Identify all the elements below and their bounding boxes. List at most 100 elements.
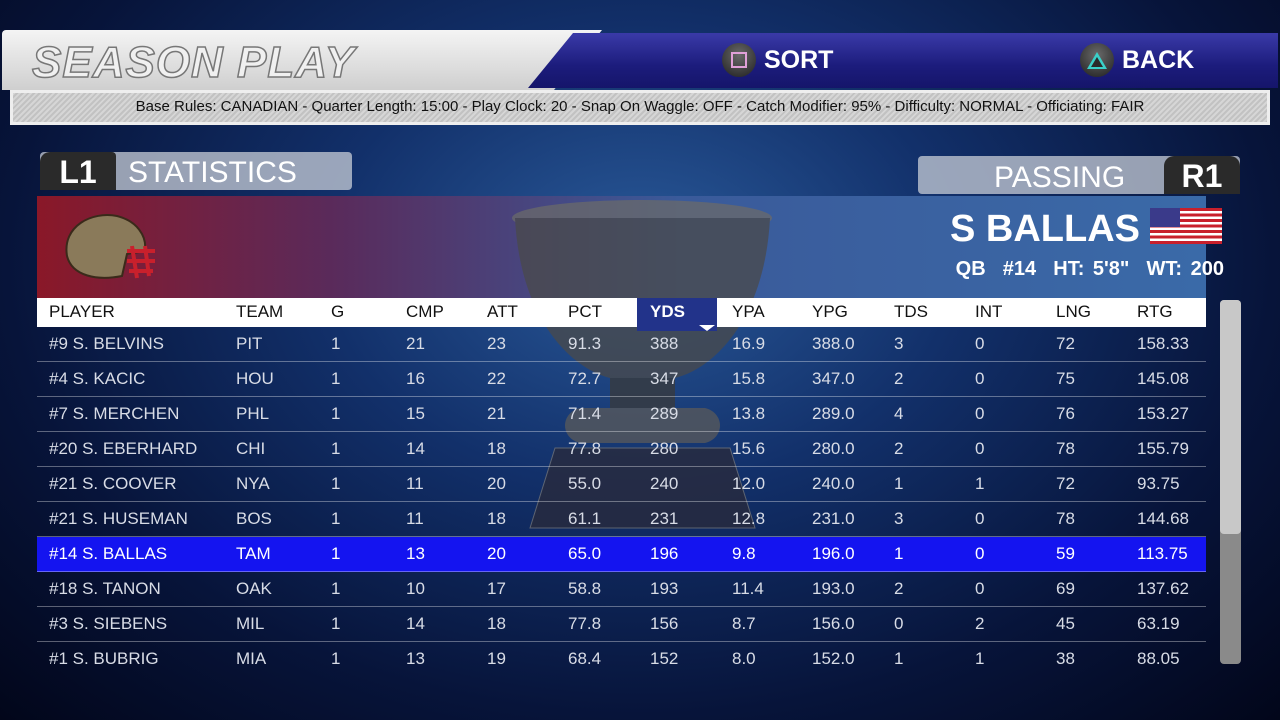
cell-ypa: 8.0 bbox=[732, 649, 756, 664]
table-row[interactable]: #21 S. HUSEMAN BOS 1 11 18 61.1 231 12.8 231.0 3 0… bbox=[37, 502, 1206, 537]
l1-key: L1 bbox=[40, 152, 116, 190]
page-title: SEASON PLAY bbox=[31, 37, 356, 88]
cell-g: 1 bbox=[331, 369, 341, 388]
cell-tds: 3 bbox=[894, 334, 904, 353]
cell-pct: 61.1 bbox=[568, 509, 602, 528]
cell-player: #9 S. BELVINS bbox=[49, 334, 164, 353]
player-info: QB #14 HT: 5'8" WT: 200 bbox=[955, 258, 1224, 280]
column-header-yds[interactable]: YDS bbox=[650, 302, 685, 321]
cell-g: 1 bbox=[331, 649, 341, 664]
table-row[interactable]: #14 S. BALLAS TAM 1 13 20 65.0 196 9.8 196.0 1 0 59… bbox=[37, 537, 1206, 572]
cell-cmp: 16 bbox=[406, 369, 425, 388]
cell-ypa: 12.0 bbox=[732, 474, 766, 493]
cell-int: 0 bbox=[975, 404, 985, 423]
cell-team: HOU bbox=[236, 369, 274, 388]
cell-ypa: 12.8 bbox=[732, 509, 766, 528]
table-row[interactable]: #18 S. TANON OAK 1 10 17 58.8 193 11.4 193.0 2 0 69… bbox=[37, 572, 1206, 607]
column-header-player[interactable]: PLAYER bbox=[49, 302, 115, 321]
cell-rtg: 93.75 bbox=[1137, 474, 1180, 493]
cell-tds: 4 bbox=[894, 404, 904, 423]
cell-lng: 72 bbox=[1056, 474, 1075, 493]
tab-passing-label: PASSING bbox=[994, 161, 1126, 194]
cell-rtg: 137.62 bbox=[1137, 579, 1189, 598]
cell-lng: 78 bbox=[1056, 509, 1075, 528]
cell-ypa: 9.8 bbox=[732, 544, 756, 563]
cell-team: CHI bbox=[236, 439, 266, 458]
cell-tds: 3 bbox=[894, 509, 904, 528]
column-header-pct[interactable]: PCT bbox=[568, 302, 602, 321]
cell-cmp: 14 bbox=[406, 614, 425, 633]
column-header-cmp[interactable]: CMP bbox=[406, 302, 444, 321]
column-header-ypg[interactable]: YPG bbox=[812, 302, 848, 321]
table-row[interactable]: #20 S. EBERHARD CHI 1 14 18 77.8 280 15.6 280.0 2… bbox=[37, 432, 1206, 467]
cell-cmp: 13 bbox=[406, 649, 425, 664]
table-row[interactable]: #9 S. BELVINS PIT 1 21 23 91.3 388 16.9 388.0 3 0 7… bbox=[37, 327, 1206, 362]
cell-yds: 388 bbox=[650, 334, 679, 353]
cell-att: 18 bbox=[487, 509, 506, 528]
column-header-tds[interactable]: TDS bbox=[894, 302, 928, 321]
cell-ypg: 196.0 bbox=[812, 544, 855, 563]
cell-cmp: 13 bbox=[406, 544, 425, 563]
cell-yds: 231 bbox=[650, 509, 679, 528]
cell-team: MIA bbox=[236, 649, 267, 664]
scrollbar-thumb[interactable] bbox=[1220, 300, 1241, 534]
stats-table: #9 S. BELVINS PIT 1 21 23 91.3 388 16.9 388.0 3 0 7… bbox=[37, 327, 1206, 664]
cell-yds: 156 bbox=[650, 614, 679, 633]
cell-player: #4 S. KACIC bbox=[49, 369, 146, 388]
cell-lng: 76 bbox=[1056, 404, 1075, 423]
cell-tds: 0 bbox=[894, 614, 904, 633]
sort-button[interactable]: SORT bbox=[722, 43, 833, 77]
cell-team: OAK bbox=[236, 579, 272, 598]
scrollbar[interactable] bbox=[1220, 300, 1241, 664]
cell-ypa: 15.6 bbox=[732, 439, 766, 458]
cell-yds: 196 bbox=[650, 544, 679, 563]
cell-rtg: 155.79 bbox=[1137, 439, 1189, 458]
cell-lng: 59 bbox=[1056, 544, 1075, 563]
cell-pct: 77.8 bbox=[568, 439, 602, 458]
table-row[interactable]: #21 S. COOVER NYA 1 11 20 55.0 240 12.0 240.0 1 1 7… bbox=[37, 467, 1206, 502]
column-header-int[interactable]: INT bbox=[975, 302, 1003, 321]
column-header-team[interactable]: TEAM bbox=[236, 302, 284, 321]
cell-att: 20 bbox=[487, 474, 506, 493]
cell-ypg: 240.0 bbox=[812, 474, 855, 493]
tab-statistics[interactable]: L1 STATISTICS bbox=[40, 152, 352, 190]
cell-g: 1 bbox=[331, 544, 341, 563]
cell-cmp: 21 bbox=[406, 334, 425, 353]
cell-yds: 347 bbox=[650, 369, 679, 388]
cell-ypa: 15.8 bbox=[732, 369, 766, 388]
column-header-att[interactable]: ATT bbox=[487, 302, 518, 321]
sorted-column-indicator bbox=[637, 298, 717, 331]
cell-pct: 55.0 bbox=[568, 474, 602, 493]
cell-cmp: 11 bbox=[406, 509, 424, 528]
cell-lng: 78 bbox=[1056, 439, 1075, 458]
cell-lng: 72 bbox=[1056, 334, 1075, 353]
table-row[interactable]: #3 S. SIEBENS MIL 1 14 18 77.8 156 8.7 156.0 0 2 45… bbox=[37, 607, 1206, 642]
cell-team: PHL bbox=[236, 404, 270, 423]
column-header-lng[interactable]: LNG bbox=[1056, 302, 1091, 321]
cell-att: 17 bbox=[487, 579, 506, 598]
tab-passing[interactable]: PASSING R1 bbox=[918, 156, 1240, 194]
cell-att: 22 bbox=[487, 369, 506, 388]
triangle-button-icon bbox=[1080, 43, 1114, 77]
cell-lng: 38 bbox=[1056, 649, 1075, 664]
column-header-ypa[interactable]: YPA bbox=[732, 302, 765, 321]
cell-pct: 71.4 bbox=[568, 404, 602, 423]
table-row[interactable]: #4 S. KACIC HOU 1 16 22 72.7 347 15.8 347.0 2 0 75 1… bbox=[37, 362, 1206, 397]
column-header-g[interactable]: G bbox=[331, 302, 345, 321]
cell-g: 1 bbox=[331, 614, 341, 633]
cell-lng: 69 bbox=[1056, 579, 1075, 598]
cell-cmp: 15 bbox=[406, 404, 425, 423]
cell-pct: 58.8 bbox=[568, 579, 602, 598]
column-header-rtg[interactable]: RTG bbox=[1137, 302, 1173, 321]
tab-statistics-label: STATISTICS bbox=[128, 156, 297, 189]
back-button[interactable]: BACK bbox=[1080, 43, 1194, 77]
cell-cmp: 14 bbox=[406, 439, 425, 458]
table-row[interactable]: #7 S. MERCHEN PHL 1 15 21 71.4 289 13.8 289.0 4 0 7… bbox=[37, 397, 1206, 432]
cell-yds: 240 bbox=[650, 474, 679, 493]
cell-ypa: 8.7 bbox=[732, 614, 756, 633]
cell-team: NYA bbox=[236, 474, 270, 493]
cell-g: 1 bbox=[331, 404, 341, 423]
table-row[interactable]: #1 S. BUBRIG MIA 1 13 19 68.4 152 8.0 152.0 1 1 38 8… bbox=[37, 642, 1206, 664]
cell-int: 0 bbox=[975, 369, 985, 388]
cell-tds: 2 bbox=[894, 439, 904, 458]
